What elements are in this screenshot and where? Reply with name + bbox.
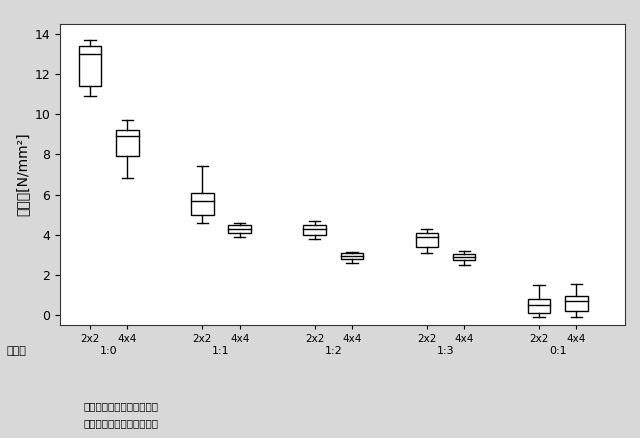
- Bar: [116, 130, 139, 156]
- Text: 1:1: 1:1: [212, 346, 230, 356]
- Bar: [415, 233, 438, 247]
- Text: 1:2: 1:2: [324, 346, 342, 356]
- Text: 1:3: 1:3: [436, 346, 454, 356]
- Bar: [191, 193, 214, 215]
- Text: 大きさ: 大きさ: [6, 346, 26, 356]
- Text: 酸化銀で被覆されたもの：: 酸化銀で被覆されたもの：: [83, 401, 158, 411]
- Bar: [79, 46, 101, 86]
- Text: 1:0: 1:0: [100, 346, 118, 356]
- Y-axis label: 剪断力[N/mm²]: 剪断力[N/mm²]: [15, 133, 29, 216]
- Bar: [528, 299, 550, 313]
- Bar: [453, 254, 476, 260]
- Text: 0:1: 0:1: [549, 346, 566, 356]
- Bar: [303, 225, 326, 235]
- Text: 被覆されていないものの比: 被覆されていないものの比: [83, 418, 158, 428]
- Bar: [565, 296, 588, 311]
- Bar: [340, 253, 363, 259]
- Bar: [228, 225, 251, 233]
